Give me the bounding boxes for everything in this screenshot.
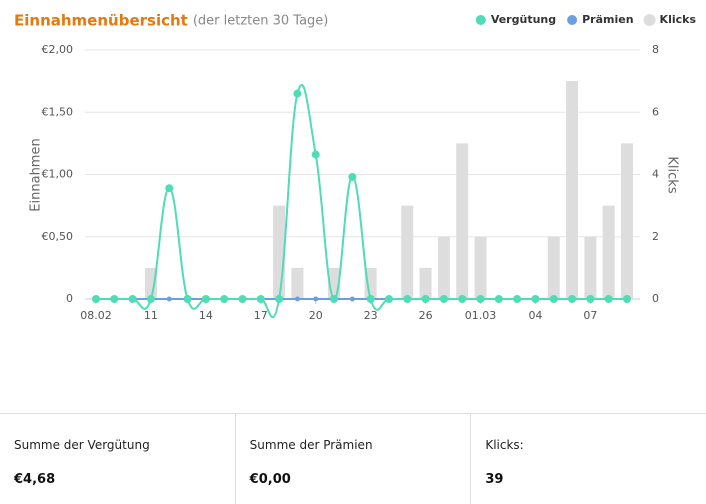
y-tick-label: €0,50 — [42, 230, 74, 243]
bar — [474, 236, 487, 299]
x-tick-label: 17 — [254, 309, 268, 322]
y-tick-label: €1,50 — [42, 105, 74, 118]
point — [220, 295, 229, 303]
summary-value: €0,00 — [249, 472, 291, 487]
bar — [456, 143, 469, 299]
legend-marker — [475, 15, 486, 25]
y-tick-label: €1,00 — [42, 168, 74, 181]
point — [494, 295, 503, 303]
y2-tick-label: 6 — [652, 105, 659, 118]
point — [238, 295, 247, 303]
point — [166, 296, 172, 302]
point — [476, 295, 485, 303]
point — [458, 295, 467, 303]
bar — [621, 143, 633, 299]
bar — [144, 267, 157, 299]
summary-label: Summe der Vergütung — [14, 438, 150, 452]
point — [568, 295, 577, 303]
bar — [584, 236, 597, 299]
legend-label: Prämien — [582, 13, 633, 26]
point — [183, 295, 192, 303]
point — [146, 295, 155, 303]
x-tick-label: 07 — [583, 309, 597, 322]
point — [128, 295, 137, 303]
bar — [364, 267, 377, 299]
point — [513, 295, 522, 303]
y2-tick-label: 4 — [652, 168, 659, 181]
point — [165, 184, 174, 193]
summary-value: 39 — [485, 472, 504, 487]
chart: Einnahmenübersicht (der letzten 30 Tage)… — [14, 12, 697, 323]
x-tick-label: 04 — [528, 309, 542, 322]
y2-axis-label: Klicks — [665, 156, 680, 193]
bar — [547, 236, 560, 299]
y2-tick-label: 8 — [652, 43, 659, 56]
line — [96, 84, 627, 319]
bar — [401, 205, 414, 299]
point — [349, 296, 355, 302]
summary: Summe der Vergütung €4,68 Summe der Prämie… — [0, 413, 706, 504]
point — [294, 296, 300, 302]
point — [293, 89, 302, 98]
bar — [602, 205, 615, 299]
point — [110, 295, 119, 303]
point — [275, 295, 284, 303]
x-tick-label: 01.03 — [465, 309, 497, 322]
legend-label: Klicks — [660, 13, 697, 26]
bar — [566, 81, 579, 299]
point — [549, 295, 558, 303]
y-tick-label: 0 — [66, 292, 73, 305]
legend-label: Vergütung — [491, 13, 556, 26]
point — [348, 172, 357, 181]
y-tick-label: €2,00 — [42, 43, 74, 56]
point — [403, 295, 412, 303]
x-tick-label: 26 — [419, 309, 433, 322]
point — [384, 295, 393, 303]
point — [531, 295, 540, 303]
point — [201, 295, 210, 303]
point — [92, 295, 100, 303]
summary-cell: Klicks: 39 — [471, 414, 706, 504]
point — [604, 295, 613, 303]
x-tick-label: 23 — [364, 309, 378, 322]
summary-value: €4,68 — [14, 472, 56, 487]
bar — [419, 267, 432, 299]
legend-marker — [643, 14, 656, 26]
point — [586, 295, 595, 303]
point — [623, 295, 631, 303]
point — [313, 296, 319, 302]
bar — [291, 267, 304, 299]
summary-label: Summe der Prämien — [249, 438, 373, 452]
x-tick-label: 08.02 — [80, 309, 112, 322]
x-tick-label: 11 — [144, 309, 158, 322]
chart-title: Einnahmenübersicht — [14, 12, 188, 30]
point — [366, 295, 375, 303]
legend-marker — [567, 15, 578, 25]
chart-subtitle: (der letzten 30 Tage) — [193, 14, 329, 29]
summary-label: Klicks: — [485, 438, 524, 452]
point — [256, 295, 265, 303]
y-axis-label: Einnahmen — [29, 138, 44, 211]
point — [421, 295, 430, 303]
bar — [437, 236, 450, 299]
y2-tick-label: 2 — [652, 230, 659, 243]
summary-cell: Summe der Vergütung €4,68 — [0, 414, 236, 504]
point — [439, 295, 448, 303]
summary-cell: Summe der Prämien €0,00 — [236, 414, 472, 504]
point — [311, 150, 320, 159]
x-tick-label: 20 — [309, 309, 323, 322]
y2-tick-label: 0 — [652, 292, 659, 305]
x-tick-label: 14 — [199, 309, 213, 322]
point — [330, 295, 339, 303]
